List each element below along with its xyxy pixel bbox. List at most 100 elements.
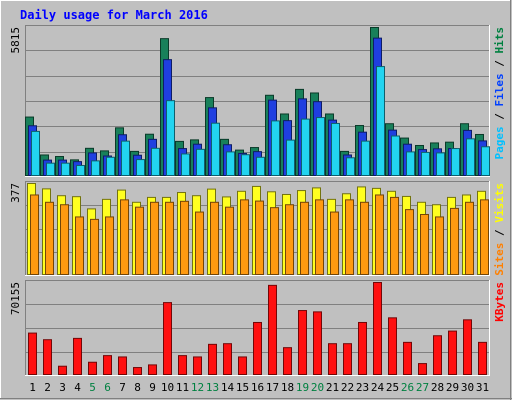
x-tick-label: 13 xyxy=(206,381,219,394)
x-tick-label: 15 xyxy=(236,381,249,394)
bar-pages-day-4 xyxy=(76,164,85,177)
bar-sites-day-21 xyxy=(330,211,339,276)
x-axis: 1 2 3 4 5 6 7 8 9 10 11 12 13 14 15 16 17 18 19 20 21 22 23 24 2… xyxy=(29,381,489,394)
bar-pages-day-12 xyxy=(196,148,205,176)
x-tick-label: 11 xyxy=(176,381,189,394)
bar-sites-day-8 xyxy=(135,206,144,275)
bar-sites-day-23 xyxy=(360,201,369,275)
x-tick-label: 6 xyxy=(104,381,111,394)
bar-kbytes-day-23 xyxy=(358,321,367,375)
x-tick-label: 5 xyxy=(89,381,96,394)
bar-kbytes-day-12 xyxy=(193,356,202,376)
bar-sites-day-29 xyxy=(450,207,459,276)
bar-kbytes-day-24 xyxy=(373,282,382,375)
bar-pages-day-13 xyxy=(211,122,220,176)
bar-sites-day-16 xyxy=(255,200,264,276)
x-tick-label: 16 xyxy=(251,381,264,394)
bar-pages-day-5 xyxy=(91,160,100,177)
bar-pages-day-19 xyxy=(301,118,310,177)
bar-kbytes-day-17 xyxy=(268,284,277,376)
bar-sites-day-9 xyxy=(150,201,159,275)
bar-pages-day-11 xyxy=(181,153,190,176)
bar-sites-day-1 xyxy=(30,194,39,275)
x-tick-label: 25 xyxy=(386,381,399,394)
x-tick-label: 29 xyxy=(446,381,459,394)
series-sites xyxy=(30,194,489,276)
x-tick-label: 20 xyxy=(311,381,324,394)
panel-hits-files-pages: 5815 Pages / Files / Hits xyxy=(9,25,506,177)
bar-sites-day-17 xyxy=(270,207,279,275)
panel-visits-sites: 377 Sites / Visits xyxy=(9,181,506,276)
bar-sites-day-26 xyxy=(405,209,414,275)
bar-pages-day-23 xyxy=(361,140,370,176)
bar-sites-day-11 xyxy=(180,200,189,276)
x-tick-label: 1 xyxy=(29,381,36,394)
bar-pages-day-10 xyxy=(166,100,175,176)
legend-entry: Sites xyxy=(493,243,506,276)
bar-kbytes-day-31 xyxy=(478,341,487,376)
bar-pages-day-14 xyxy=(226,151,235,177)
bar-kbytes-day-10 xyxy=(163,302,172,376)
bar-kbytes-day-13 xyxy=(208,343,217,376)
bar-pages-day-16 xyxy=(256,156,265,176)
bar-pages-day-28 xyxy=(436,152,445,176)
bar-pages-day-3 xyxy=(61,162,70,177)
x-tick-label: 24 xyxy=(371,381,385,394)
x-tick-label: 14 xyxy=(221,381,235,394)
bar-pages-day-22 xyxy=(346,157,355,176)
x-tick-label: 2 xyxy=(44,381,51,394)
bar-sites-day-31 xyxy=(480,199,489,275)
bar-pages-day-20 xyxy=(316,117,325,176)
bar-sites-day-10 xyxy=(165,201,174,275)
bar-sites-day-24 xyxy=(375,194,384,275)
legend-entry: Visits xyxy=(493,183,506,223)
bar-sites-day-3 xyxy=(60,204,69,276)
bar-sites-day-22 xyxy=(345,199,354,275)
x-tick-label: 19 xyxy=(296,381,309,394)
bar-sites-day-2 xyxy=(45,201,54,275)
series-kbytes xyxy=(28,282,487,376)
bar-sites-day-5 xyxy=(90,218,99,275)
bar-pages-day-29 xyxy=(451,148,460,177)
bar-sites-day-7 xyxy=(120,199,129,275)
bar-kbytes-day-21 xyxy=(328,343,337,375)
y-max-label: 70155 xyxy=(9,282,22,315)
x-tick-label: 17 xyxy=(266,381,279,394)
bar-pages-day-17 xyxy=(271,120,280,176)
bar-sites-day-15 xyxy=(240,199,249,275)
x-tick-label: 10 xyxy=(161,381,174,394)
bar-kbytes-day-3 xyxy=(58,365,67,376)
bar-kbytes-day-20 xyxy=(313,311,322,376)
legend-visits-sites: Sites / Visits xyxy=(493,183,506,276)
bar-pages-day-26 xyxy=(406,151,415,177)
bar-kbytes-day-28 xyxy=(433,335,442,376)
bar-kbytes-day-6 xyxy=(103,355,112,375)
bar-kbytes-day-1 xyxy=(28,332,37,376)
x-tick-label: 22 xyxy=(341,381,354,394)
bar-kbytes-day-14 xyxy=(223,343,232,375)
bar-pages-day-7 xyxy=(121,140,130,176)
bar-kbytes-day-15 xyxy=(238,356,247,376)
legend-entry: KBytes xyxy=(493,282,506,322)
x-tick-label: 9 xyxy=(149,381,156,394)
bar-kbytes-day-9 xyxy=(148,364,157,375)
bar-kbytes-day-2 xyxy=(43,339,52,375)
legend-entry: / xyxy=(493,107,506,127)
y-max-label: 5815 xyxy=(9,27,22,54)
bar-sites-day-12 xyxy=(195,211,204,276)
legend-entry: / xyxy=(493,54,506,74)
x-tick-label: 12 xyxy=(191,381,204,394)
x-tick-label: 3 xyxy=(59,381,66,394)
bar-sites-day-27 xyxy=(420,213,429,275)
bar-kbytes-day-19 xyxy=(298,310,307,375)
bar-sites-day-6 xyxy=(105,216,114,275)
bar-pages-day-6 xyxy=(106,156,115,176)
legend-entry: Hits xyxy=(493,27,506,54)
bar-kbytes-day-18 xyxy=(283,347,292,376)
panel-kbytes: 70155 KBytes xyxy=(9,280,506,376)
bar-kbytes-day-25 xyxy=(388,317,397,376)
x-tick-label: 28 xyxy=(431,381,444,394)
x-tick-label: 23 xyxy=(356,381,369,394)
bar-kbytes-day-26 xyxy=(403,341,412,376)
